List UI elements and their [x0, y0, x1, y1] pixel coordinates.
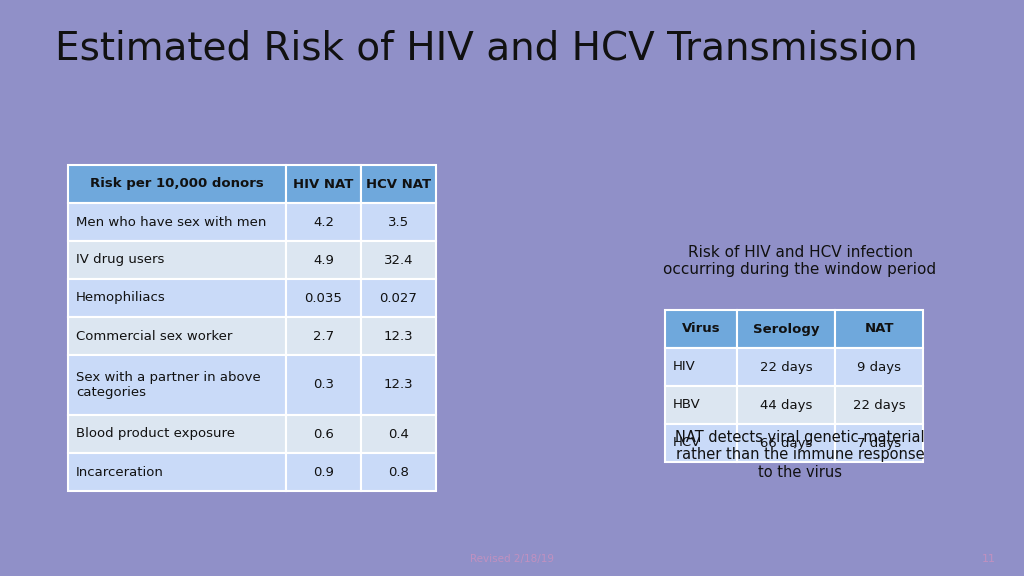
- Text: Incarceration: Incarceration: [76, 465, 164, 479]
- Bar: [737, 310, 835, 348]
- Text: 12.3: 12.3: [384, 378, 414, 392]
- Bar: [737, 348, 835, 386]
- Text: 9 days: 9 days: [857, 361, 901, 373]
- Text: Risk of HIV and HCV infection
occurring during the window period: Risk of HIV and HCV infection occurring …: [664, 245, 937, 278]
- Text: Revised 2/18/19: Revised 2/18/19: [470, 554, 554, 564]
- Text: HBV: HBV: [673, 399, 700, 411]
- Text: 66 days: 66 days: [760, 437, 812, 449]
- Text: 0.9: 0.9: [313, 465, 334, 479]
- Text: 3.5: 3.5: [388, 215, 409, 229]
- Text: 0.4: 0.4: [388, 427, 409, 441]
- Text: HCV NAT: HCV NAT: [366, 177, 431, 191]
- Bar: [835, 348, 923, 386]
- Text: NAT detects viral genetic material
rather than the immune response
to the virus: NAT detects viral genetic material rathe…: [675, 430, 925, 480]
- Text: 4.2: 4.2: [313, 215, 334, 229]
- Bar: [361, 355, 436, 415]
- Bar: [737, 386, 835, 424]
- Text: 2.7: 2.7: [313, 329, 334, 343]
- Text: IV drug users: IV drug users: [76, 253, 165, 267]
- Bar: [68, 279, 286, 317]
- Bar: [665, 310, 737, 348]
- Bar: [361, 279, 436, 317]
- Text: 0.035: 0.035: [304, 291, 342, 305]
- Text: 4.9: 4.9: [313, 253, 334, 267]
- Text: 11: 11: [982, 554, 996, 564]
- Text: Hemophiliacs: Hemophiliacs: [76, 291, 166, 305]
- Text: 22 days: 22 days: [853, 399, 905, 411]
- Text: 7 days: 7 days: [857, 437, 901, 449]
- Text: 32.4: 32.4: [384, 253, 414, 267]
- Bar: [737, 424, 835, 462]
- Bar: [361, 165, 436, 203]
- Bar: [286, 203, 361, 241]
- Bar: [361, 241, 436, 279]
- Text: NAT: NAT: [864, 323, 894, 335]
- Bar: [665, 386, 737, 424]
- Text: HIV: HIV: [673, 361, 695, 373]
- Bar: [665, 348, 737, 386]
- Bar: [361, 415, 436, 453]
- Bar: [286, 317, 361, 355]
- Bar: [361, 203, 436, 241]
- Text: 22 days: 22 days: [760, 361, 812, 373]
- Bar: [361, 317, 436, 355]
- Bar: [665, 424, 737, 462]
- Bar: [835, 424, 923, 462]
- Bar: [68, 453, 286, 491]
- Text: Sex with a partner in above
categories: Sex with a partner in above categories: [76, 371, 261, 399]
- Text: Men who have sex with men: Men who have sex with men: [76, 215, 266, 229]
- Bar: [68, 355, 286, 415]
- Text: 0.6: 0.6: [313, 427, 334, 441]
- Text: Risk per 10,000 donors: Risk per 10,000 donors: [90, 177, 264, 191]
- Text: Estimated Risk of HIV and HCV Transmission: Estimated Risk of HIV and HCV Transmissi…: [55, 30, 918, 68]
- Text: 12.3: 12.3: [384, 329, 414, 343]
- Text: HIV NAT: HIV NAT: [293, 177, 353, 191]
- Bar: [68, 317, 286, 355]
- Text: 0.3: 0.3: [313, 378, 334, 392]
- Text: Serology: Serology: [753, 323, 819, 335]
- Text: Virus: Virus: [682, 323, 720, 335]
- Bar: [286, 165, 361, 203]
- Bar: [286, 415, 361, 453]
- Text: Blood product exposure: Blood product exposure: [76, 427, 234, 441]
- Bar: [286, 279, 361, 317]
- Bar: [286, 355, 361, 415]
- Bar: [361, 453, 436, 491]
- Text: HCV: HCV: [673, 437, 701, 449]
- Text: Commercial sex worker: Commercial sex worker: [76, 329, 232, 343]
- Bar: [68, 165, 286, 203]
- Text: 0.027: 0.027: [380, 291, 418, 305]
- Bar: [68, 241, 286, 279]
- Bar: [286, 453, 361, 491]
- Bar: [835, 386, 923, 424]
- Bar: [835, 310, 923, 348]
- Bar: [68, 203, 286, 241]
- Text: 44 days: 44 days: [760, 399, 812, 411]
- Text: 0.8: 0.8: [388, 465, 409, 479]
- Bar: [286, 241, 361, 279]
- Bar: [68, 415, 286, 453]
